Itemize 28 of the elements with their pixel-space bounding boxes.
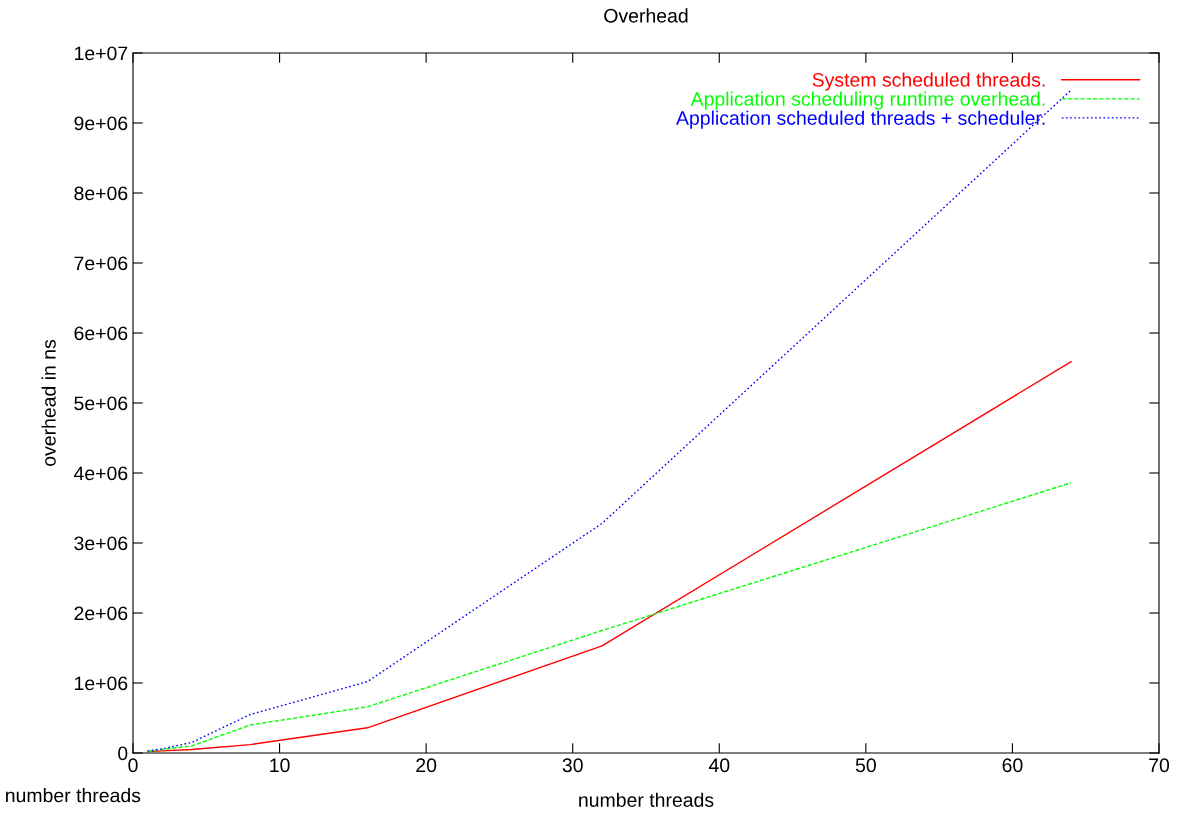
x-tick-label: 50 [855,758,876,773]
y-tick-label: 3e+06 [74,536,128,551]
x-tick-label: 0 [128,758,138,773]
x-tick-label: 60 [1002,758,1023,773]
chart-title: Overhead [604,8,688,23]
y-tick-label: 4e+06 [73,466,128,481]
y-tick-label: 9e+06 [74,116,128,131]
legend-label: System scheduled threads. [812,72,1045,91]
y-tick-label: 7e+06 [74,256,128,271]
line-series [146,361,1072,753]
text: number threads [6,788,141,803]
y-tick-label: 5e+06 [74,396,128,411]
y-tick-label: 2e+06 [74,606,128,621]
line-series [146,482,1072,753]
x-tick-label: 20 [416,758,437,773]
y-tick-label: 1e+06 [75,676,128,691]
y-tick-label: 1e+07 [75,46,128,61]
y-tick-label: 6e+06 [74,326,128,341]
y-tick-label: 8e+06 [74,186,128,201]
legend-label: Application scheduling runtime overhead. [690,91,1045,110]
x-tick-label: 70 [1149,758,1170,773]
x-axis-title: number threads [579,792,714,807]
x-tick-label: 30 [562,758,583,773]
y-tick-label: 0 [118,746,128,761]
legend-label: Application scheduled threads + scheduler. [676,110,1045,129]
x-tick-label: 10 [270,758,290,773]
x-tick-label: 40 [708,758,730,773]
y-axis-title: overhead in ns [41,339,56,466]
